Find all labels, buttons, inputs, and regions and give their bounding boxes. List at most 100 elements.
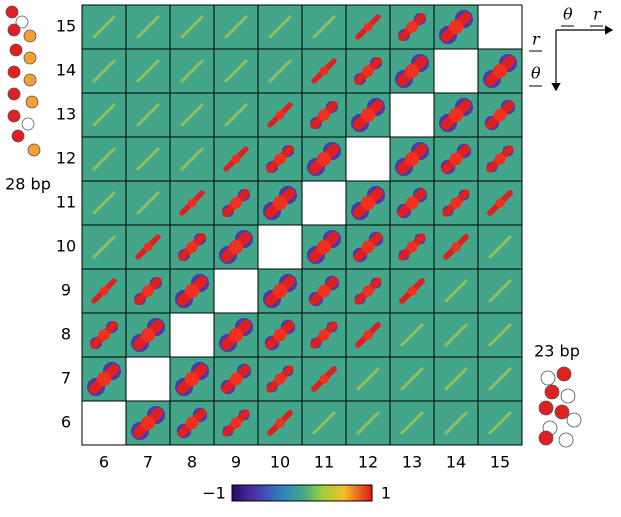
panel: [169, 92, 215, 138]
streak: [400, 411, 424, 435]
panel-bg: [345, 136, 391, 182]
blob: [275, 418, 285, 428]
panel: [345, 224, 391, 270]
panel: [213, 400, 259, 446]
panel-bg: [169, 312, 215, 358]
streak: [180, 103, 204, 127]
streak: [488, 411, 512, 435]
panel-bg: [301, 180, 347, 226]
panel: [257, 48, 303, 94]
panel-bg: [213, 268, 259, 314]
panel: [169, 224, 215, 270]
panel: [81, 400, 127, 446]
blob: [97, 372, 111, 386]
row-label: 11: [56, 193, 76, 212]
axis-guide: θ r r θ: [529, 5, 614, 92]
blob: [319, 66, 329, 76]
panel: [81, 136, 127, 182]
blob: [362, 285, 374, 297]
panel: [213, 48, 259, 94]
row-label: 15: [56, 17, 76, 36]
theta-label: θ: [563, 5, 573, 24]
blob: [494, 153, 506, 165]
panel: [389, 92, 435, 138]
blob: [275, 110, 285, 120]
panel: [125, 92, 171, 138]
panel: [389, 224, 435, 270]
panel: [125, 224, 171, 270]
row-label: 6: [61, 413, 71, 432]
blob: [495, 198, 505, 208]
blob: [361, 108, 375, 122]
blob: [405, 152, 419, 166]
panel: [213, 180, 259, 226]
panel: [81, 224, 127, 270]
panel: [169, 180, 215, 226]
panel: [477, 180, 523, 226]
blob: [186, 241, 198, 253]
molecule-23bp: [538, 366, 582, 448]
streak: [444, 279, 468, 303]
blob: [229, 328, 243, 342]
streak: [312, 15, 336, 39]
streak: [400, 323, 424, 347]
panel: [389, 4, 435, 50]
blob: [406, 21, 418, 33]
right-label: 23 bp: [534, 342, 580, 361]
panel: [389, 180, 435, 226]
panel: [257, 312, 303, 358]
panel: [257, 136, 303, 182]
blob: [317, 152, 331, 166]
blob: [142, 285, 154, 297]
blob: [185, 284, 199, 298]
blob: [363, 330, 373, 340]
blob: [493, 64, 507, 78]
panel: [125, 400, 171, 446]
blob: [449, 20, 463, 34]
blob: [317, 284, 331, 298]
panel-bg: [389, 92, 435, 138]
panel: [81, 356, 127, 402]
panel: [213, 224, 259, 270]
panel: [81, 312, 127, 358]
streak: [444, 367, 468, 391]
streak: [224, 103, 248, 127]
blob: [141, 416, 155, 430]
col-label: 13: [402, 453, 422, 472]
blob: [143, 242, 153, 252]
blob: [187, 198, 197, 208]
panel: [345, 4, 391, 50]
panel: [125, 356, 171, 402]
streak: [136, 15, 160, 39]
panel: [433, 312, 479, 358]
col-label: 12: [358, 453, 378, 472]
col-label: 9: [231, 453, 241, 472]
streak: [268, 15, 292, 39]
blob: [185, 372, 199, 386]
panel: [257, 356, 303, 402]
blob: [141, 328, 155, 342]
streak: [488, 323, 512, 347]
panel: [257, 4, 303, 50]
col-label: 7: [143, 453, 153, 472]
panel: [477, 400, 523, 446]
blob: [274, 153, 286, 165]
streak: [180, 147, 204, 171]
panel: [477, 224, 523, 270]
blob: [449, 108, 463, 122]
blob: [229, 372, 243, 386]
streak: [180, 15, 204, 39]
streak: [400, 367, 424, 391]
panel: [433, 92, 479, 138]
panel: [81, 48, 127, 94]
row-label: 8: [61, 325, 71, 344]
panel: [125, 136, 171, 182]
panel: [169, 4, 215, 50]
panel: [477, 4, 523, 50]
col-label: 8: [187, 453, 197, 472]
streak: [356, 411, 380, 435]
panel: [477, 48, 523, 94]
panel: [169, 136, 215, 182]
blob: [273, 328, 287, 342]
panel: [345, 400, 391, 446]
